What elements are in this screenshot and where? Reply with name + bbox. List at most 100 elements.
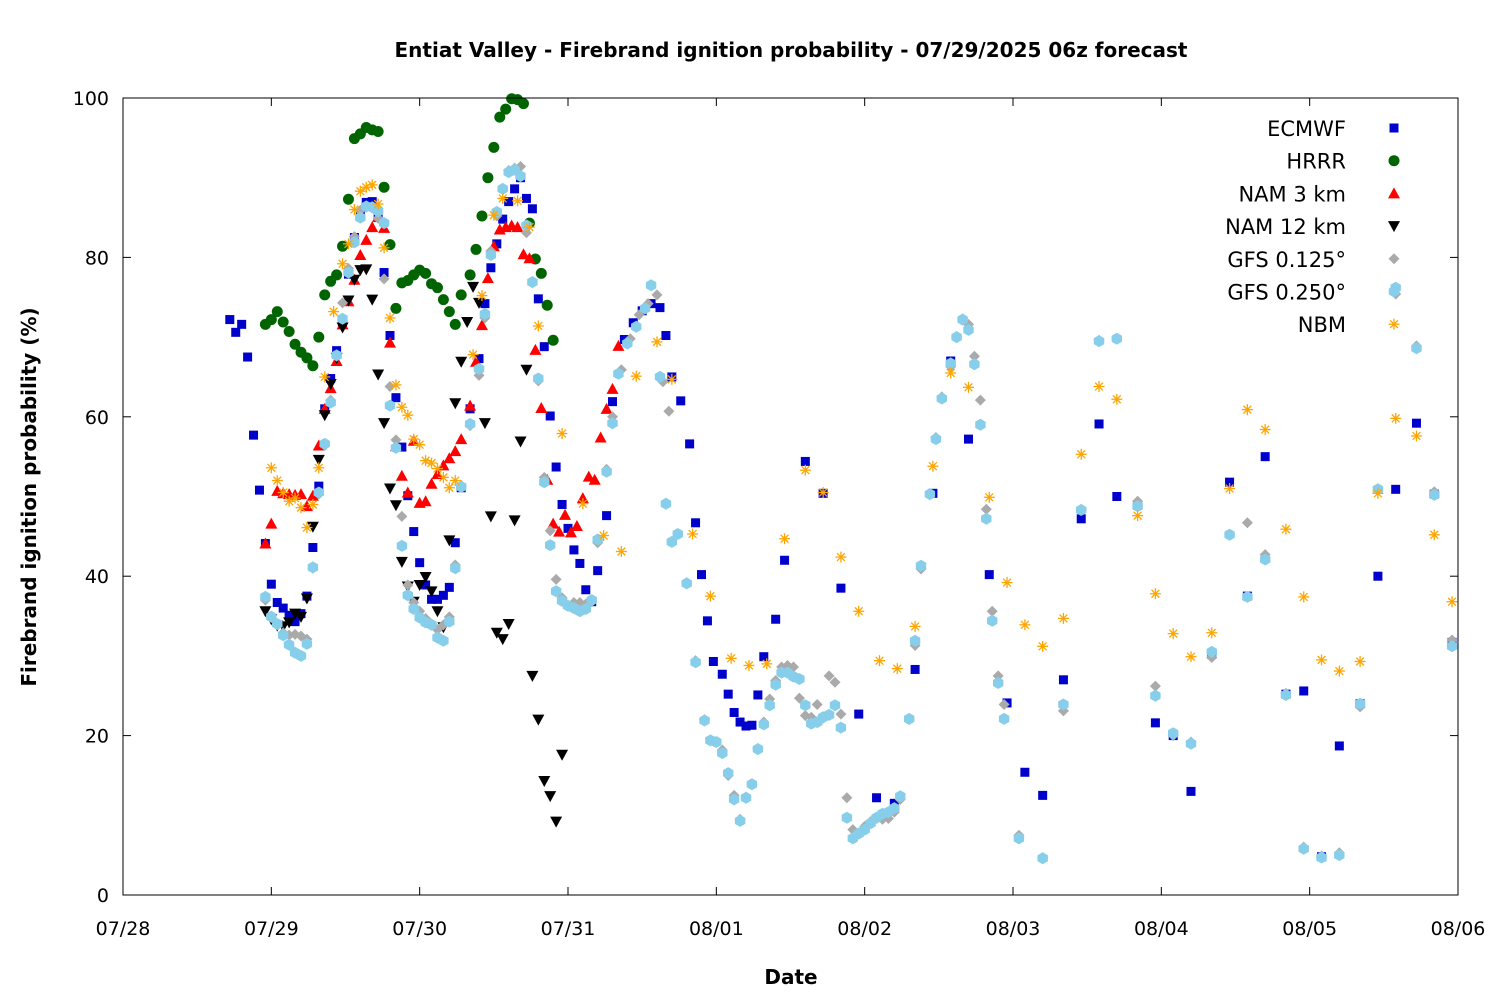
data-point xyxy=(301,637,313,650)
data-point xyxy=(328,306,340,318)
data-point xyxy=(421,580,431,590)
data-point xyxy=(533,294,543,304)
data-point xyxy=(511,221,524,233)
data-point xyxy=(853,605,865,617)
data-point xyxy=(378,273,390,285)
data-point xyxy=(307,561,319,574)
legend-label: GFS 0.250° xyxy=(1227,281,1346,305)
data-point xyxy=(823,708,835,721)
data-point xyxy=(545,411,555,421)
data-point xyxy=(1411,342,1422,355)
data-point xyxy=(1111,393,1123,405)
data-point xyxy=(575,558,585,568)
data-point xyxy=(924,488,936,501)
data-point xyxy=(384,399,396,412)
data-point xyxy=(249,430,259,440)
data-point xyxy=(645,279,657,292)
data-point xyxy=(835,708,847,720)
data-point xyxy=(425,477,438,489)
data-point xyxy=(541,299,553,311)
data-point xyxy=(290,617,300,627)
data-point xyxy=(526,670,539,682)
data-point xyxy=(455,289,467,301)
data-point xyxy=(780,555,790,565)
data-point xyxy=(476,290,488,302)
data-point xyxy=(556,749,569,761)
data-point xyxy=(771,614,781,624)
data-point xyxy=(266,579,276,589)
data-point xyxy=(1075,448,1087,460)
data-point xyxy=(378,242,390,254)
data-point xyxy=(518,98,529,110)
data-point xyxy=(484,511,497,523)
legend-marker xyxy=(1389,123,1399,133)
axis-ticks: 07/28 07/29 07/30 07/31 08/01 08/02 08/03 08/04… xyxy=(73,88,1486,940)
x-tick-label: 08/06 xyxy=(1431,918,1486,940)
data-point xyxy=(1446,596,1458,608)
legend-label: HRRR xyxy=(1286,150,1346,174)
data-point xyxy=(502,619,515,631)
data-point xyxy=(535,267,547,279)
data-point xyxy=(512,195,524,207)
data-point xyxy=(872,793,882,803)
data-point xyxy=(586,594,597,607)
data-point xyxy=(312,454,325,466)
data-point xyxy=(349,236,360,249)
data-point xyxy=(401,486,414,498)
data-point xyxy=(550,816,563,828)
data-point xyxy=(891,663,903,675)
data-point xyxy=(443,452,456,464)
data-point xyxy=(306,489,319,501)
data-point xyxy=(1299,686,1309,696)
data-point xyxy=(1093,381,1105,393)
data-point xyxy=(488,209,500,221)
data-point xyxy=(1316,851,1327,864)
data-point xyxy=(930,433,942,446)
data-point xyxy=(314,481,324,491)
legend-label: ECMWF xyxy=(1267,117,1346,141)
data-point xyxy=(811,699,823,711)
legend-label: GFS 0.125° xyxy=(1227,248,1346,272)
data-point xyxy=(550,585,562,598)
data-point xyxy=(378,418,391,430)
data-point xyxy=(1037,640,1049,652)
data-point xyxy=(337,258,349,270)
data-point xyxy=(986,605,998,617)
data-point xyxy=(360,264,373,276)
data-point xyxy=(823,670,835,682)
data-point xyxy=(761,658,773,670)
series-nbm xyxy=(265,179,1458,677)
data-point xyxy=(854,709,864,719)
data-point xyxy=(318,410,331,422)
series-ecmwf xyxy=(225,173,1457,862)
data-point xyxy=(1019,619,1031,631)
data-point xyxy=(563,523,573,533)
data-point xyxy=(915,559,927,572)
data-point xyxy=(570,519,583,531)
data-point xyxy=(444,582,454,592)
data-point xyxy=(889,802,900,815)
data-point xyxy=(331,269,343,281)
data-point xyxy=(557,499,567,509)
data-point xyxy=(449,445,462,457)
data-point xyxy=(266,610,277,623)
x-axis-label: Date xyxy=(764,965,817,989)
data-point xyxy=(987,614,998,627)
data-point xyxy=(606,382,619,394)
data-point xyxy=(366,179,378,191)
data-point xyxy=(1411,418,1421,428)
data-point xyxy=(532,714,545,726)
data-point xyxy=(779,533,791,545)
data-point xyxy=(396,539,408,552)
data-point xyxy=(295,649,307,662)
data-point xyxy=(1225,477,1235,487)
chart-title: Entiat Valley - Firebrand ignition proba… xyxy=(395,38,1188,62)
data-point xyxy=(265,462,277,474)
data-point xyxy=(538,776,551,788)
data-point xyxy=(691,518,701,528)
data-point xyxy=(1316,654,1328,666)
data-point xyxy=(613,367,624,380)
data-point xyxy=(735,717,745,727)
data-point xyxy=(402,589,413,602)
data-point xyxy=(685,439,695,449)
